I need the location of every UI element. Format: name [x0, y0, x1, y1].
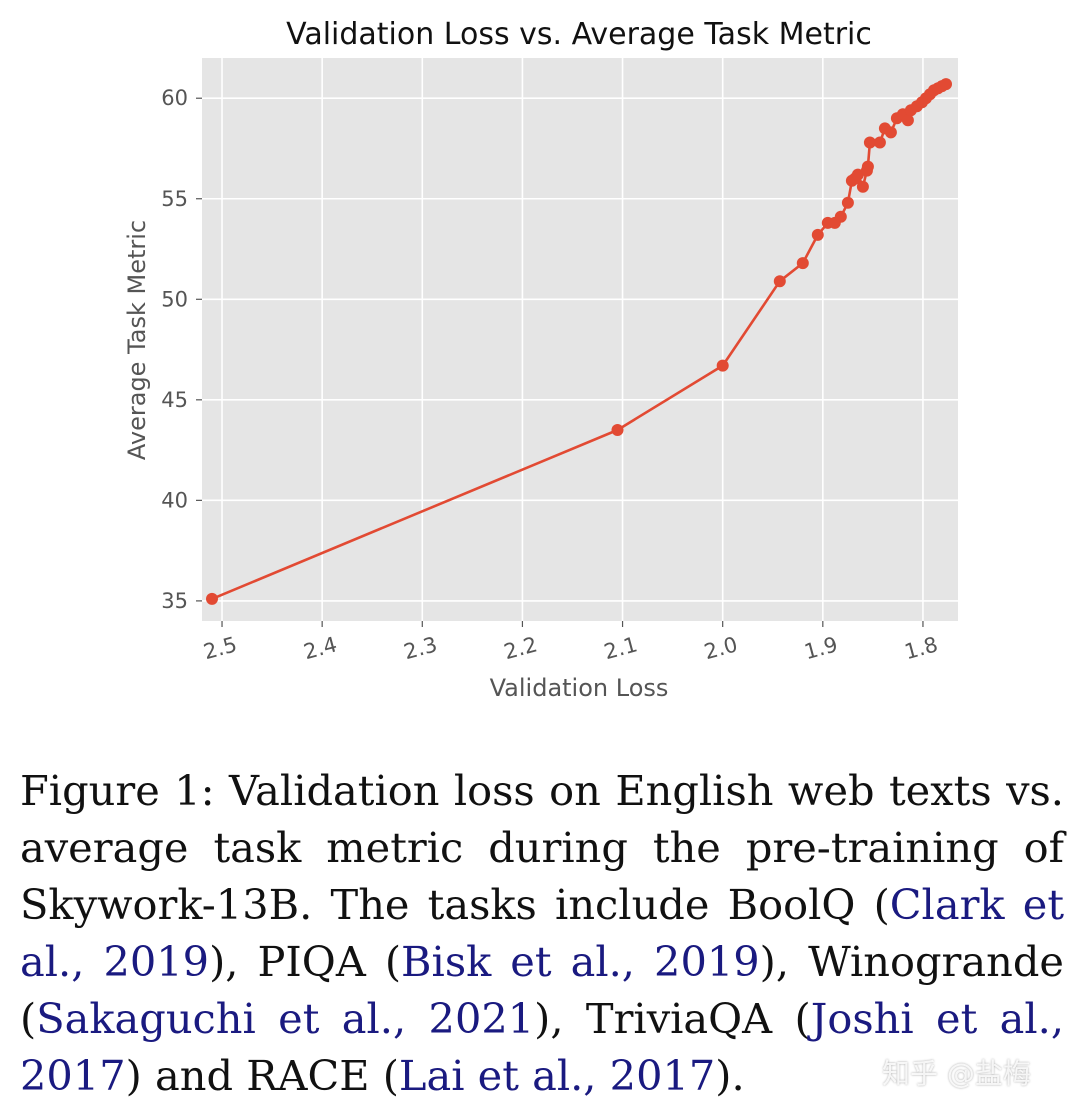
data-point — [856, 180, 869, 193]
data-point — [206, 592, 218, 605]
figure-caption: Figure 1: Validation loss on English web… — [20, 762, 1064, 1104]
x-tick-label: 2.3 — [401, 632, 439, 664]
caption-text: ), Winogrande ( — [20, 937, 1064, 1043]
x-tick-label: 2.2 — [501, 632, 539, 664]
x-tick-label: 2.5 — [201, 632, 239, 664]
watermark: 知乎 @盐梅 — [882, 1057, 1031, 1090]
data-point — [861, 160, 874, 173]
caption-text: ), PIQA ( — [209, 937, 402, 986]
data-point — [873, 136, 886, 149]
y-tick-label: 50 — [161, 287, 188, 311]
caption-text: Figure 1: Validation loss on English web… — [20, 766, 1064, 929]
plot-area — [202, 58, 958, 621]
data-point — [851, 168, 864, 181]
data-point — [773, 275, 786, 288]
data-point — [901, 114, 914, 127]
caption-text: ), TriviaQA ( — [534, 994, 811, 1043]
x-tick-label: 2.0 — [702, 632, 740, 664]
y-tick-label: 55 — [161, 187, 188, 211]
data-point — [611, 424, 624, 436]
citation-link[interactable]: Clark et al., 2019 — [20, 880, 1064, 986]
data-point — [716, 359, 729, 372]
citation-link[interactable]: Sakaguchi et al., 2021 — [36, 994, 535, 1043]
grid — [202, 58, 958, 621]
chart-title: Validation Loss vs. Average Task Metric — [286, 17, 872, 52]
y-tick-label: 35 — [161, 589, 188, 613]
x-tick-label: 2.4 — [301, 632, 339, 664]
citation-link[interactable]: Bisk et al., 2019 — [401, 937, 760, 986]
x-tick-label: 1.9 — [802, 632, 840, 664]
data-point — [796, 257, 809, 270]
chart: Validation Loss vs. Average Task Metric … — [123, 17, 958, 702]
x-tick-label: 2.1 — [602, 632, 640, 664]
data-point — [834, 210, 847, 223]
data-point — [863, 136, 876, 149]
y-tick-label: 45 — [161, 388, 188, 412]
data-point — [884, 126, 897, 139]
y-tick-label: 60 — [161, 86, 188, 110]
caption-text: ) and RACE ( — [125, 1051, 399, 1100]
y-tick-label: 40 — [161, 488, 188, 512]
y-axis-label: Average Task Metric — [123, 220, 151, 460]
x-tick-label: 1.8 — [902, 632, 940, 664]
citation-link[interactable]: Joshi et al., 2017 — [20, 994, 1065, 1100]
data-point — [940, 78, 952, 91]
caption-text: ). — [715, 1051, 745, 1100]
series-layer — [206, 78, 952, 605]
data-point — [811, 228, 824, 241]
data-point — [841, 196, 854, 209]
x-axis-label: Validation Loss — [490, 674, 669, 702]
citation-link[interactable]: Lai et al., 2017 — [398, 1051, 716, 1100]
